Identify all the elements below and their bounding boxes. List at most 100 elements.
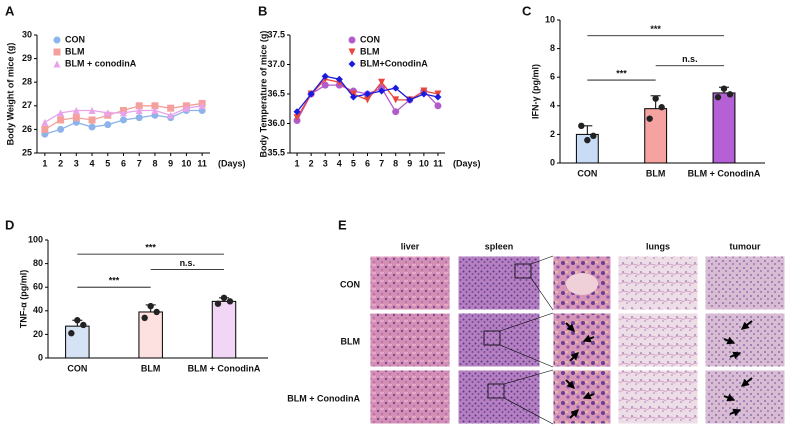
y-axis-label: TNF-α (pg/ml) bbox=[18, 270, 28, 329]
arrow bbox=[582, 391, 595, 400]
marker bbox=[335, 75, 343, 83]
marker bbox=[349, 93, 357, 101]
marker bbox=[151, 107, 159, 115]
arrow bbox=[740, 320, 753, 330]
data-point bbox=[578, 122, 585, 130]
data-point bbox=[153, 308, 160, 316]
data-point bbox=[714, 94, 722, 101]
marker bbox=[41, 125, 49, 133]
y-tick-label: 80 bbox=[33, 258, 43, 268]
data-point bbox=[68, 330, 75, 337]
y-tick-label: 36.5 bbox=[267, 88, 285, 98]
y-tick-label: 37.0 bbox=[267, 59, 285, 69]
bar bbox=[138, 311, 163, 359]
marker bbox=[420, 90, 428, 98]
marker bbox=[88, 116, 96, 124]
zoom-box bbox=[487, 383, 505, 399]
x-tick-label: BLM bbox=[646, 168, 666, 178]
marker bbox=[406, 96, 414, 104]
marker bbox=[41, 118, 49, 126]
x-tick-label: 1 bbox=[295, 158, 300, 168]
column-label: lungs bbox=[646, 241, 670, 251]
histology-image bbox=[369, 312, 451, 368]
marker bbox=[321, 81, 329, 89]
histology-image bbox=[369, 369, 451, 425]
data-point bbox=[141, 314, 148, 322]
data-point bbox=[147, 302, 154, 310]
x-tick-label: 7 bbox=[379, 158, 384, 168]
legend-marker bbox=[348, 60, 356, 68]
row-label: BLM bbox=[341, 336, 361, 346]
y-tick-label: 30 bbox=[22, 29, 32, 39]
x-tick-label: 8 bbox=[393, 158, 398, 168]
y-tick-label: 27 bbox=[22, 100, 32, 110]
arrow bbox=[565, 322, 575, 332]
y-tick-label: 0 bbox=[550, 157, 555, 167]
y-tick-label: 37.5 bbox=[267, 29, 285, 39]
panel-letter: B bbox=[258, 3, 267, 18]
x-tick-label: 2 bbox=[58, 158, 63, 168]
arrow bbox=[729, 408, 742, 417]
marker bbox=[378, 87, 386, 95]
marker bbox=[167, 104, 175, 112]
x-tick-label: 4 bbox=[90, 158, 95, 168]
y-tick-label: 0 bbox=[38, 352, 43, 362]
zoom-line bbox=[499, 344, 554, 368]
histology-image bbox=[704, 255, 786, 311]
x-tick-label: 6 bbox=[121, 158, 126, 168]
legend-label: BLM bbox=[65, 46, 85, 56]
marker bbox=[57, 125, 65, 133]
column-label: spleen bbox=[485, 241, 514, 251]
marker bbox=[120, 116, 127, 124]
marker bbox=[72, 107, 80, 115]
x-tick-label: 10 bbox=[419, 158, 429, 168]
y-tick-label: 35.5 bbox=[267, 147, 285, 157]
data-point bbox=[590, 132, 597, 140]
marker bbox=[392, 108, 400, 116]
marker bbox=[293, 108, 301, 116]
y-tick-label: 29 bbox=[22, 53, 32, 63]
marker bbox=[434, 93, 442, 101]
marker bbox=[88, 107, 96, 115]
significance-label: *** bbox=[650, 24, 661, 34]
arrow bbox=[723, 336, 736, 345]
zoom-line bbox=[503, 369, 554, 385]
marker bbox=[57, 109, 65, 117]
column-label: tumour bbox=[730, 241, 761, 251]
x-tick-label: 4 bbox=[337, 158, 342, 168]
x-tick-label: CON bbox=[67, 363, 87, 373]
x-tick-label: 7 bbox=[137, 158, 142, 168]
significance-label: n.s. bbox=[682, 54, 698, 64]
arrow bbox=[740, 377, 753, 387]
y-tick-label: 40 bbox=[33, 305, 43, 315]
histology-image bbox=[704, 312, 786, 368]
marker bbox=[198, 102, 206, 110]
marker bbox=[378, 78, 386, 86]
legend-marker bbox=[53, 48, 61, 56]
column-label: liver bbox=[401, 241, 420, 251]
marker bbox=[120, 109, 127, 117]
marker bbox=[392, 84, 400, 92]
marker bbox=[307, 90, 315, 98]
marker bbox=[72, 114, 80, 122]
histology-image bbox=[457, 369, 541, 425]
x-axis-label: (Days) bbox=[218, 158, 246, 168]
bar bbox=[644, 108, 668, 164]
bar bbox=[211, 300, 237, 359]
marker bbox=[135, 102, 143, 110]
data-point bbox=[720, 85, 728, 92]
x-tick-label: 11 bbox=[197, 158, 207, 168]
y-tick-label: 2 bbox=[550, 129, 555, 139]
data-point bbox=[214, 300, 222, 307]
x-axis-label: (Days) bbox=[453, 158, 481, 168]
histology-image bbox=[552, 312, 612, 368]
arrow bbox=[723, 393, 736, 402]
legend-label: BLM bbox=[360, 46, 380, 56]
x-tick-label: 1 bbox=[42, 158, 47, 168]
histology-image bbox=[617, 369, 699, 425]
histology-image bbox=[457, 312, 541, 368]
y-axis-label: IFN-γ (pg/ml) bbox=[530, 64, 540, 119]
x-tick-label: 9 bbox=[168, 158, 173, 168]
y-tick-label: 4 bbox=[550, 100, 555, 110]
legend-label: CON bbox=[65, 34, 85, 44]
